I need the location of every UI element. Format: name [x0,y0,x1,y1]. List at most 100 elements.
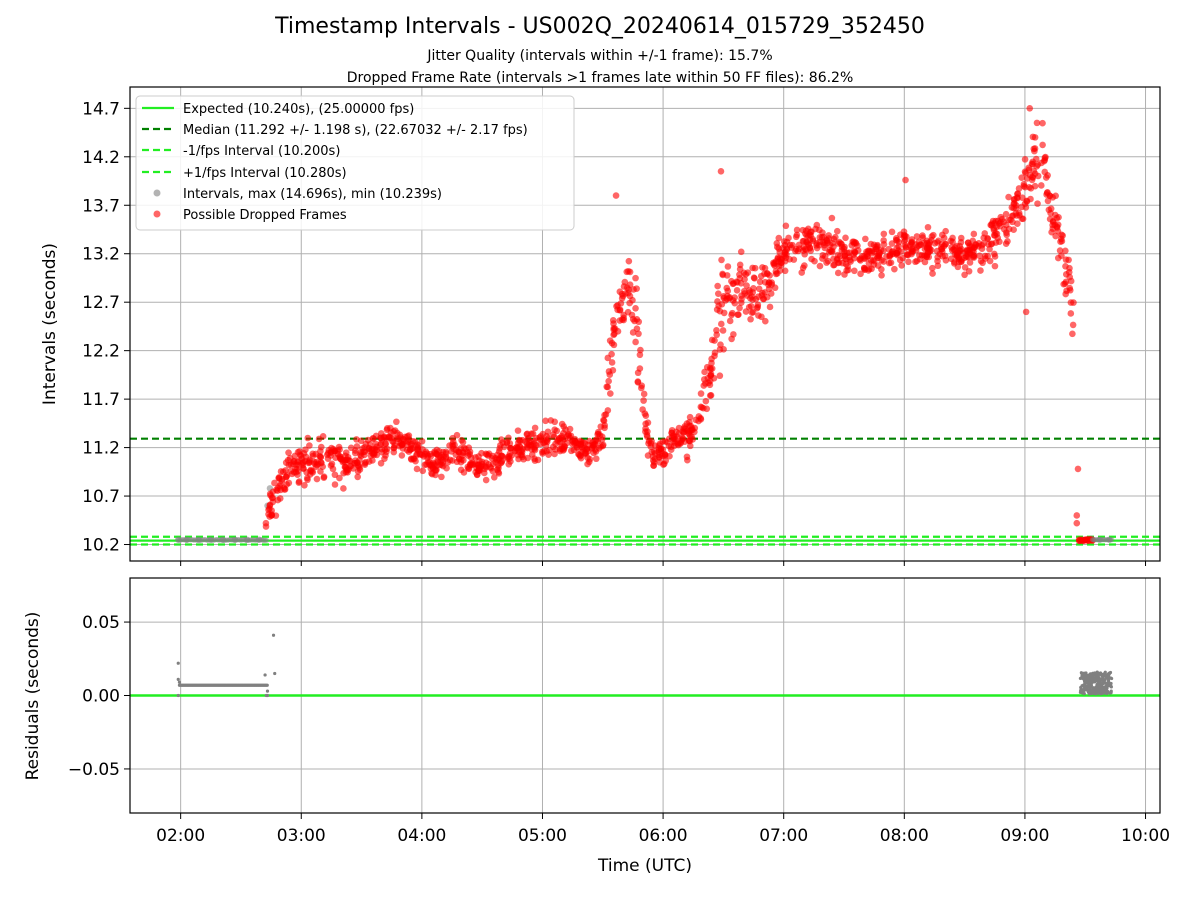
dropped-frame-point [476,467,484,474]
dropped-frame-point [1042,153,1049,161]
dropped-frame-point [651,442,659,449]
dropped-frame-point [283,472,291,479]
dropped-frame-point [1066,284,1073,292]
top-y-tick-label: 13.2 [82,245,120,265]
dropped-frame-point [644,433,651,441]
dropped-frame-point [1027,184,1035,192]
dropped-frame-point [1056,247,1064,254]
dropped-frame-point [1025,166,1033,174]
dropped-frame-point [592,455,600,463]
dropped-frame-point [816,262,824,270]
interval-point [227,536,233,543]
x-tick-label: 06:00 [639,826,688,846]
dropped-frame-point [286,454,294,462]
dropped-frame-point [604,383,612,391]
dropped-frame-point [356,466,364,473]
dropped-frame-point [443,464,450,472]
dropped-frame-point [605,377,612,385]
interval-point [1104,537,1110,543]
residual-point [1109,676,1113,680]
residual-point [1107,679,1111,684]
interval-point [188,537,194,543]
dropped-frame-point [940,234,948,242]
dropped-frame-point [824,257,832,265]
dropped-frame-point [904,251,912,259]
dropped-frame-point [986,257,994,265]
dropped-frame-point [642,412,650,419]
top-y-tick-label: 14.7 [82,99,120,119]
dropped-frame-point [633,285,640,292]
dropped-frame-point [1047,205,1055,212]
x-tick-label: 05:00 [518,826,567,846]
dropped-frame-point [714,290,722,297]
dropped-frame-point [804,241,812,248]
interval-point [255,537,261,543]
residual-point [1091,691,1095,695]
dropped-frame-point [913,233,921,240]
dropped-frame-point [563,439,571,447]
interval-point [263,537,270,543]
top-y-tick-label: 11.7 [82,390,120,410]
dropped-frame-point [353,443,361,450]
dropped-frame-point [327,452,334,459]
dropped-frame-point [828,214,836,222]
dropped-frame-point [495,464,502,472]
dropped-frame-point [997,213,1005,221]
dropped-frame-point [1073,512,1081,519]
dropped-frame-point [446,456,454,464]
dropped-frame-point [503,438,511,446]
dropped-frame-point [857,270,864,278]
interval-point [261,537,267,544]
dropped-frame-point [508,452,515,459]
dropped-frame-point [967,243,974,251]
dropped-frame-point [813,244,821,252]
dropped-frame-point [334,447,342,455]
dropped-frame-point [498,458,505,466]
interval-point [178,537,184,543]
chart-subtitle-jitter: Jitter Quality (intervals within +/-1 fr… [427,48,773,64]
dropped-frame-point [744,269,752,276]
dropped-frame-point [918,251,926,259]
top-axes-frame [129,86,1161,562]
dropped-frame-point [700,404,707,412]
dropped-frame-point [607,390,614,397]
dropped-frame-point [747,302,755,310]
interval-point [253,537,259,543]
dropped-frame-point [638,384,645,392]
interval-point [1095,537,1102,543]
dropped-frame-point [1004,238,1011,245]
interval-point [245,537,251,543]
dropped-frame-point [899,254,907,262]
interval-point [216,537,222,543]
dropped-frame-point [1067,310,1075,317]
interval-point [213,536,219,543]
dropped-frame-point [987,240,995,248]
dropped-frame-point [304,474,311,482]
dropped-frame-point [686,427,693,435]
interval-point [191,537,197,543]
residual-point [1099,677,1103,681]
dropped-frame-point [950,246,957,253]
interval-point [190,537,196,543]
dropped-frame-point [616,288,624,295]
interval-point [1093,537,1099,543]
dropped-frame-point [1027,195,1034,203]
dropped-frame-point [748,309,756,317]
dropped-frame-point [1019,215,1027,223]
residual-point [177,680,182,684]
dropped-frame-point [601,424,608,432]
interval-point [210,537,216,543]
dropped-frame-point [458,456,465,463]
dropped-frame-point [633,325,641,332]
top-y-tick-label: 10.2 [82,536,120,556]
dropped-frame-point [515,436,523,444]
dropped-frame-point [370,451,378,459]
dropped-frame-point [835,259,843,266]
residual-point [1103,673,1107,677]
dropped-frame-point [287,467,295,475]
dropped-frame-point [799,264,807,272]
dropped-frame-point [328,444,335,452]
dropped-frame-point [436,461,444,469]
dropped-frame-point [801,250,808,258]
interval-point [217,537,223,543]
